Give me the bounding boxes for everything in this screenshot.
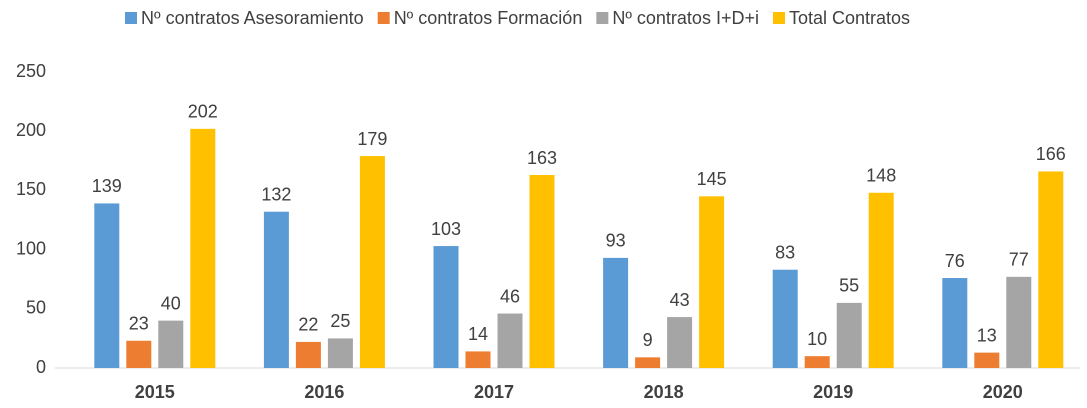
bar — [868, 192, 894, 368]
bar — [327, 338, 353, 368]
y-tick-label: 200 — [16, 120, 46, 140]
data-label: 202 — [188, 102, 218, 122]
bar — [836, 302, 862, 368]
bar — [667, 317, 693, 368]
x-tick-label: 2017 — [474, 382, 514, 402]
data-label: 166 — [1036, 144, 1066, 164]
data-label: 13 — [977, 325, 997, 345]
data-label: 103 — [431, 219, 461, 239]
bar — [263, 211, 289, 368]
y-tick-label: 50 — [26, 298, 46, 318]
x-tick-label: 2016 — [304, 382, 344, 402]
bar — [1006, 276, 1032, 368]
legend-swatch — [377, 12, 390, 24]
y-tick-label: 100 — [16, 238, 46, 258]
legend-swatch — [772, 12, 785, 24]
bar — [158, 320, 184, 368]
bar — [804, 356, 830, 368]
x-tick-label: 2020 — [983, 382, 1023, 402]
x-tick-label: 2019 — [813, 382, 853, 402]
data-label: 46 — [500, 286, 520, 306]
y-tick-label: 0 — [36, 357, 46, 377]
data-label: 23 — [129, 314, 149, 334]
bar — [635, 357, 661, 368]
y-tick-label: 250 — [16, 61, 46, 81]
legend-swatch — [596, 12, 609, 24]
bar — [974, 352, 1000, 368]
data-label: 9 — [643, 330, 653, 350]
data-label: 10 — [807, 329, 827, 349]
data-label: 145 — [697, 169, 727, 189]
data-label: 77 — [1009, 250, 1029, 270]
x-tick-label: 2018 — [644, 382, 684, 402]
legend-label: Nº contratos Formación — [394, 8, 583, 28]
data-label: 43 — [670, 290, 690, 310]
legend-swatch — [125, 12, 137, 24]
data-label: 25 — [330, 311, 350, 331]
data-label: 93 — [606, 231, 626, 251]
bar — [190, 128, 216, 368]
legend-label: Total Contratos — [789, 8, 910, 28]
legend-label: Nº contratos I+D+i — [612, 8, 759, 28]
data-label: 139 — [92, 176, 122, 196]
x-tick-label: 2015 — [135, 382, 175, 402]
bar — [433, 246, 459, 368]
data-label: 14 — [468, 324, 488, 344]
bar — [497, 313, 523, 368]
data-label: 132 — [261, 184, 291, 204]
bar — [359, 156, 385, 368]
bar — [699, 196, 725, 368]
bar — [529, 175, 555, 368]
bar — [295, 341, 321, 368]
data-label: 22 — [298, 315, 318, 335]
data-label: 83 — [775, 242, 795, 262]
bar — [126, 340, 152, 368]
bar — [772, 269, 798, 368]
data-label: 179 — [357, 129, 387, 149]
bar — [942, 278, 968, 368]
bar — [465, 351, 491, 368]
bar — [1038, 171, 1064, 368]
legend-label: Nº contratos Asesoramiento — [141, 8, 364, 28]
y-tick-label: 150 — [16, 179, 46, 199]
data-label: 55 — [839, 276, 859, 296]
data-label: 76 — [945, 251, 965, 271]
data-label: 163 — [527, 148, 557, 168]
bar — [603, 257, 629, 368]
data-label: 40 — [161, 293, 181, 313]
data-label: 148 — [866, 166, 896, 186]
bar — [94, 203, 120, 368]
